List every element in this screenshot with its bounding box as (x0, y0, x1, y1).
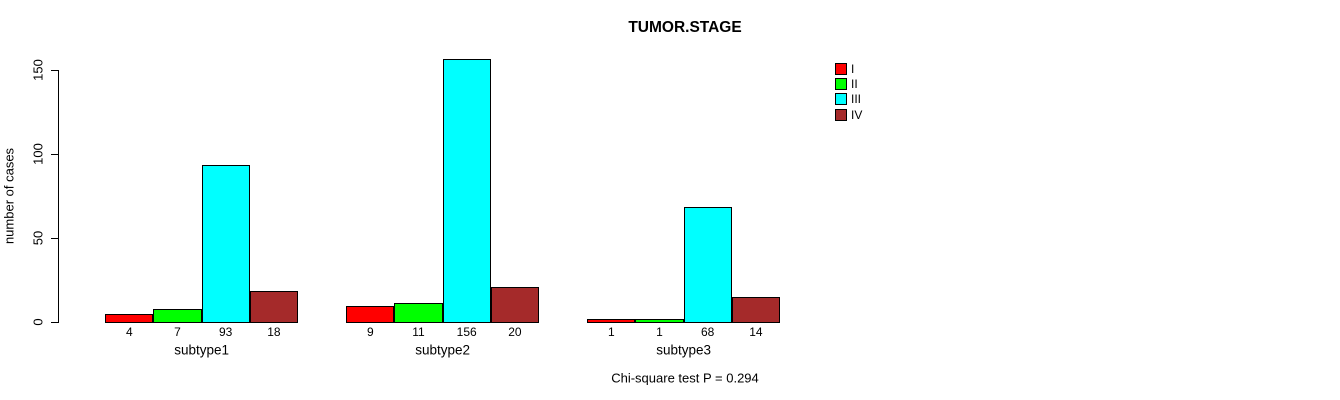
y-tick-label: 150 (30, 59, 46, 81)
legend-swatch-I (835, 63, 847, 75)
bar-subtype2-stage-I (346, 305, 395, 323)
bar-value-label: 7 (174, 325, 181, 339)
legend-swatch-IV (835, 108, 847, 121)
bar-subtype2-stage-III (442, 58, 491, 323)
y-tick-label: 0 (30, 318, 46, 326)
legend-label-II: II (851, 77, 858, 92)
y-tick-mark (51, 321, 58, 323)
y-tick-mark (51, 69, 58, 71)
y-tick-mark (51, 237, 58, 239)
y-axis-label: number of cases (1, 147, 17, 245)
y-tick-label: 50 (30, 230, 46, 246)
bar-value-label: 14 (749, 325, 763, 339)
bar-value-label: 93 (219, 325, 233, 339)
bar-subtype3-stage-II (635, 319, 684, 323)
y-tick-mark (51, 153, 58, 155)
bar-subtype1-stage-III (201, 164, 250, 323)
category-label-subtype1: subtype1 (174, 342, 229, 358)
bar-value-label: 4 (125, 325, 133, 339)
bar-value-label: 1 (656, 325, 663, 339)
category-label-subtype2: subtype2 (415, 342, 470, 358)
bar-value-label: 18 (267, 325, 281, 339)
bar-value-label: 156 (456, 325, 477, 339)
bar-subtype1-stage-IV (249, 290, 298, 323)
bar-value-label: 20 (508, 325, 522, 339)
bar-subtype3-stage-III (683, 206, 732, 323)
bar-value-label: 68 (701, 325, 715, 339)
bar-subtype3-stage-I (587, 319, 636, 323)
bar-value-label: 11 (412, 325, 425, 339)
y-tick-label: 100 (30, 143, 46, 165)
chi-square-annotation: Chi-square test P = 0.294 (611, 370, 759, 386)
bar-value-label: 9 (366, 325, 374, 339)
y-axis-line (58, 70, 59, 323)
chart-title: TUMOR.STAGE (628, 19, 742, 36)
legend-label-IV: IV (851, 107, 863, 122)
bar-subtype1-stage-I (105, 314, 154, 323)
bar-subtype2-stage-II (394, 302, 443, 323)
bar-subtype1-stage-II (153, 309, 202, 323)
bar-value-label: 1 (607, 325, 615, 339)
legend-label-I: I (851, 62, 855, 76)
legend-label-III: III (851, 92, 862, 107)
legend-swatch-II (835, 78, 847, 91)
bar-subtype3-stage-IV (731, 297, 780, 323)
bar-subtype2-stage-IV (490, 287, 539, 323)
legend-swatch-III (835, 93, 847, 106)
category-label-subtype3: subtype3 (656, 342, 711, 358)
